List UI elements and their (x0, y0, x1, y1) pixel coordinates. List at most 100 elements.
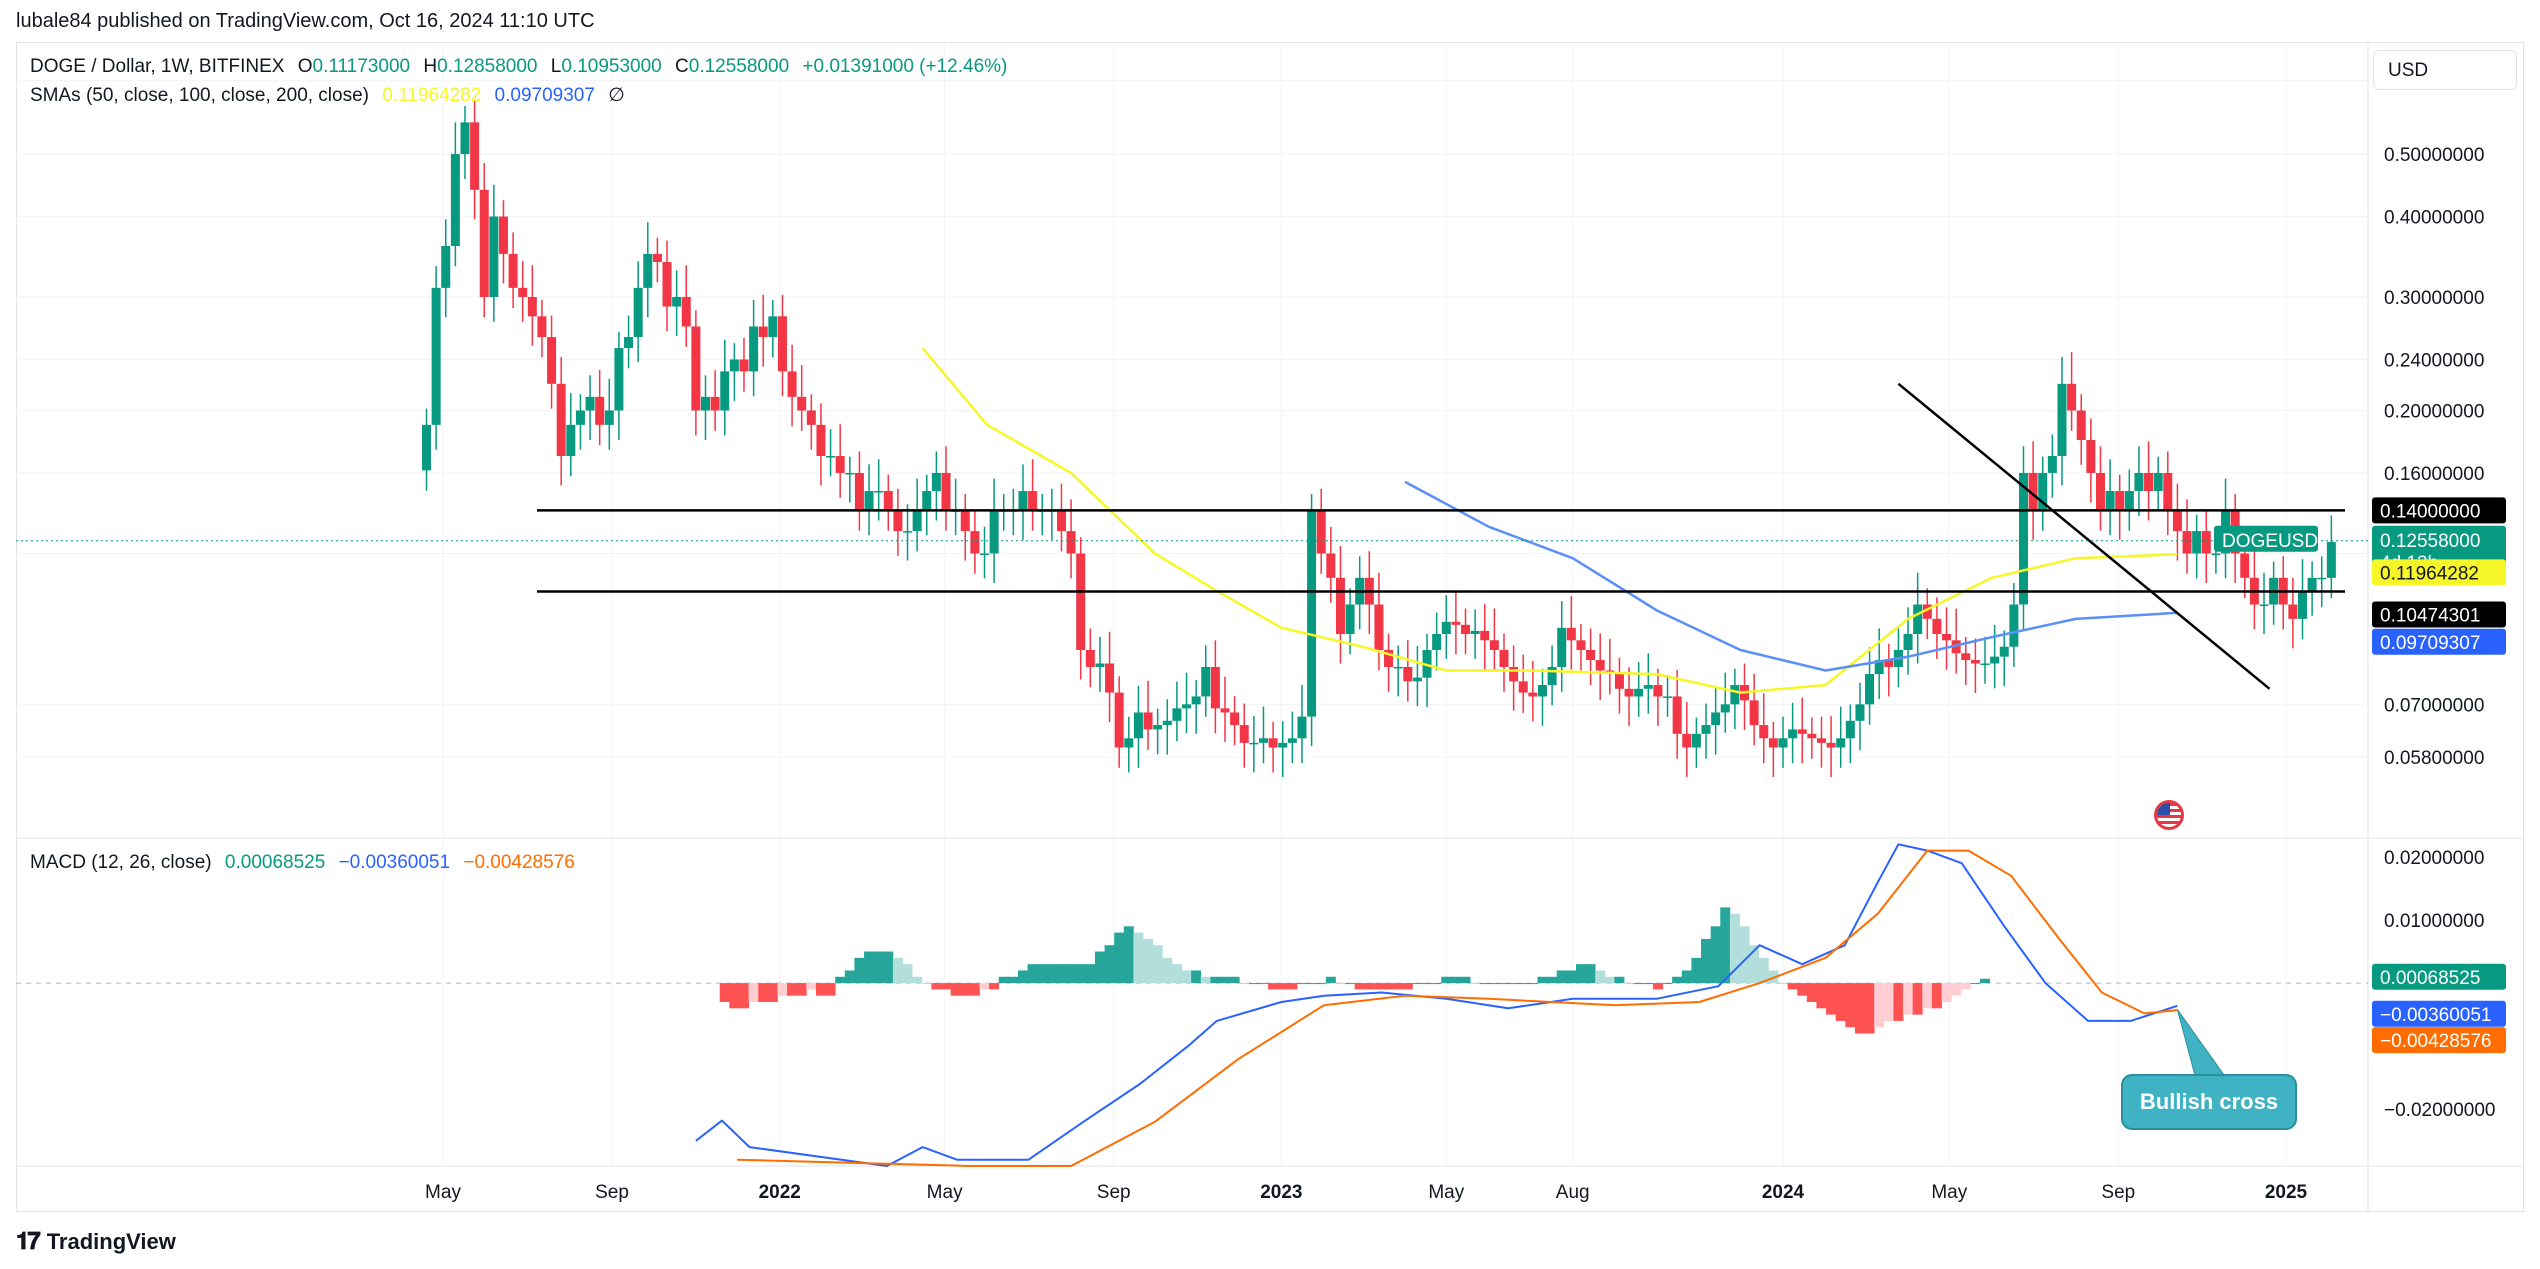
macd-histogram-bar (873, 951, 884, 984)
macd-histogram-bar (1960, 983, 1971, 990)
candle-body (1028, 491, 1038, 511)
macd-line-value: −0.00360051 (338, 852, 451, 873)
chart-frame[interactable] (16, 42, 2524, 1212)
candle-body (489, 216, 499, 298)
candle-body (624, 337, 634, 349)
macd-histogram-bar (1066, 964, 1077, 984)
candle (1807, 717, 1817, 759)
candle-body (1461, 624, 1471, 634)
macd-legend[interactable]: MACD (12, 26, close) 0.00068525 −0.00360… (30, 852, 583, 874)
candle (2144, 441, 2154, 521)
candle-body (1836, 738, 1846, 748)
candle-body (1393, 666, 1403, 669)
published-by: lubale84 published on TradingView.com, O… (16, 10, 595, 32)
candle-body (1951, 640, 1961, 654)
sma50-value: 0.11964282 (382, 85, 482, 106)
macd-histogram-bar (960, 983, 971, 996)
macd-hist-tag: 0.00068525 (2380, 968, 2480, 989)
candle-body (1249, 742, 1259, 745)
candle-body (1576, 640, 1586, 650)
candle (2259, 572, 2269, 634)
time-axis-tick: 2022 (759, 1182, 801, 1203)
candle (662, 240, 672, 332)
candle (710, 370, 720, 431)
currency-button[interactable]: USD (2373, 50, 2517, 90)
candle (1018, 464, 1028, 540)
macd-histogram-bar (1681, 970, 1692, 984)
macd-histogram-bar (1162, 957, 1173, 984)
candle (1085, 628, 1095, 688)
macd-signal-tag-bg (2372, 1027, 2506, 1054)
symbol-title[interactable]: DOGE / Dollar, 1W, BITFINEX (30, 56, 285, 77)
candle-body (806, 410, 816, 425)
macd-histogram-bar (1114, 932, 1125, 984)
candle-body (652, 253, 662, 262)
macd-histogram-bar (912, 976, 923, 984)
macd-title: MACD (12, 26, close) (30, 852, 212, 873)
macd-histogram-bar (1806, 983, 1817, 1002)
macd-histogram-bar (1441, 976, 1452, 984)
candle-body (1470, 630, 1480, 634)
sma200-value: ∅ (608, 85, 625, 106)
us-flag-icon[interactable] (2154, 800, 2184, 830)
candle (681, 265, 691, 347)
macd-histogram-bar (979, 983, 990, 990)
candle-body (1239, 725, 1249, 743)
candle (2105, 459, 2115, 536)
candle (2115, 474, 2125, 540)
candle-body (604, 410, 614, 425)
candle (1711, 685, 1721, 755)
candle (758, 294, 768, 367)
candle (816, 403, 826, 486)
candle-body (1922, 604, 1932, 619)
candle-body (1547, 666, 1557, 686)
candle-body (2182, 531, 2192, 554)
candle (826, 429, 836, 477)
time-axis-tick: 2023 (1260, 1182, 1302, 1203)
macd-histogram-bar (1383, 983, 1394, 990)
macd-histogram-bar (1489, 983, 1500, 985)
candle (1374, 572, 1384, 671)
macd-histogram-bar (1393, 983, 1404, 990)
candle-body (941, 472, 951, 511)
macd-histogram-bar (1922, 983, 1933, 1009)
candle (1797, 697, 1807, 764)
candle (931, 451, 941, 521)
tradingview-logo[interactable]: 𝟏𝟕 TradingView (16, 1228, 176, 1256)
candle-body (2076, 410, 2086, 440)
candle (2182, 499, 2192, 574)
candle (431, 266, 441, 450)
candle (2269, 561, 2279, 625)
candle-body (1451, 621, 1461, 625)
candle (1201, 645, 1211, 717)
candle (1865, 647, 1875, 725)
candle-body (2028, 472, 2038, 511)
candle (1105, 631, 1115, 723)
macd-histogram-bar (767, 983, 778, 1002)
sma-legend[interactable]: SMAs (50, close, 100, close, 200, close)… (30, 84, 633, 107)
candle (1287, 711, 1297, 764)
candle (489, 184, 499, 322)
candle-body (566, 424, 576, 456)
candle (1518, 654, 1528, 713)
candle (1874, 628, 1884, 699)
candle-body (1913, 604, 1923, 634)
candle-body (691, 326, 701, 411)
macd-histogram-bar (1797, 983, 1808, 996)
macd-histogram-bar (1537, 976, 1548, 984)
candle-body (2317, 577, 2327, 580)
candle-body (556, 383, 566, 456)
candle-body (1624, 688, 1634, 697)
candle-body (1759, 725, 1769, 739)
candle (893, 488, 903, 556)
candle (450, 122, 460, 267)
candle-body (2307, 577, 2317, 591)
candle-body (2259, 604, 2269, 607)
price-axis-tick: 0.50000000 (2384, 145, 2484, 166)
macd-histogram-bar (1662, 983, 1673, 985)
candle-body (1691, 733, 1701, 748)
candle (1489, 608, 1499, 671)
candle (1595, 633, 1605, 700)
candle-body (893, 510, 903, 532)
